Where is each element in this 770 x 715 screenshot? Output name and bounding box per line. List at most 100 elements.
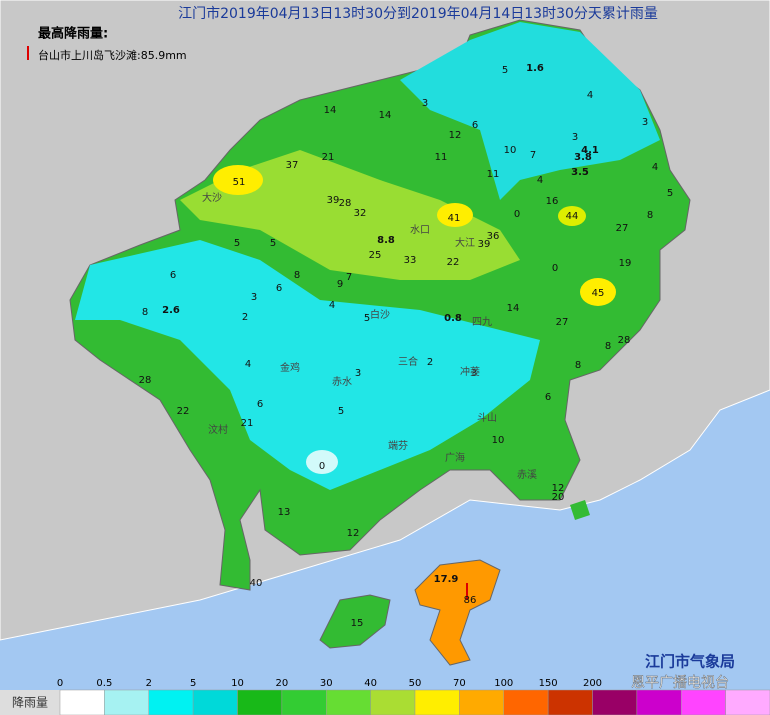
place-name: 汶村 xyxy=(208,423,228,436)
rain-value: 10 xyxy=(504,145,517,156)
rain-value: 14 xyxy=(507,303,520,314)
rain-value: 3.8 xyxy=(574,152,592,163)
rain-value: 0 xyxy=(552,263,558,274)
rain-value: 11 xyxy=(487,169,500,180)
legend-tick: 30 xyxy=(320,678,333,689)
place-name: 大沙 xyxy=(202,191,222,204)
legend-swatch xyxy=(281,689,327,715)
legend-swatch xyxy=(192,689,238,715)
rain-value: 3 xyxy=(572,132,578,143)
legend-swatch xyxy=(326,689,371,715)
rain-value: 33 xyxy=(404,255,417,266)
rain-value: 13 xyxy=(278,507,291,518)
rain-value: 0.8 xyxy=(444,313,462,324)
legend-swatch xyxy=(148,689,194,715)
place-name: 冲蒌 xyxy=(460,365,480,378)
island xyxy=(570,500,590,520)
rain-value: 6 xyxy=(472,120,478,131)
rain-value: 3 xyxy=(355,368,361,379)
rain-value: 8 xyxy=(575,360,581,371)
rain-value: 16 xyxy=(546,196,559,207)
rain-value: 4.1 xyxy=(581,145,599,156)
rain-value: 45 xyxy=(592,288,605,299)
high-rain-area xyxy=(580,278,616,306)
rain-value: 12 xyxy=(552,483,565,494)
rain-value: 4 xyxy=(329,300,335,311)
legend-tick: 5 xyxy=(190,678,196,689)
rain-value: 1.6 xyxy=(526,63,544,74)
legend-swatch xyxy=(681,689,726,715)
rain-value: 3 xyxy=(422,98,428,109)
place-name: 端芬 xyxy=(388,439,408,452)
rain-value: 27 xyxy=(556,317,569,328)
place-name: 赤溪 xyxy=(517,469,537,481)
legend-title-box xyxy=(0,690,60,715)
place-name: 水口 xyxy=(410,224,430,236)
zero-area xyxy=(306,450,338,474)
max-label: 最高降雨量: xyxy=(38,26,108,42)
rain-value: 6 xyxy=(170,270,176,281)
rain-value: 12 xyxy=(347,528,360,539)
place-name: 赤水 xyxy=(332,376,352,388)
rain-value: 2.6 xyxy=(162,305,180,316)
rain-value: 22 xyxy=(177,406,190,417)
legend-tick: 0.5 xyxy=(96,678,112,689)
legend-swatch xyxy=(592,689,638,715)
rain-value: 21 xyxy=(241,418,254,429)
legend-title: 降雨量 xyxy=(12,696,48,710)
island xyxy=(319,594,391,649)
place-name: 大江 xyxy=(455,236,475,249)
rain-value: 39 xyxy=(327,195,340,206)
rain-value: 8 xyxy=(142,307,148,318)
legend-tick: 200 xyxy=(583,678,602,689)
legend-tick: 2 xyxy=(146,678,152,689)
legend-swatch xyxy=(459,689,504,715)
low-rain-area xyxy=(400,22,660,200)
title: 江门市2019年04月13日13时30分到2019年04月14日13时30分天累… xyxy=(178,5,658,22)
rain-value: 44 xyxy=(566,211,579,222)
rain-value: 40 xyxy=(250,578,263,589)
legend-swatch xyxy=(503,689,549,715)
rain-value: 32 xyxy=(354,208,367,219)
legend-swatch xyxy=(104,689,149,715)
rain-value: 4 xyxy=(537,175,543,186)
high-rain-area xyxy=(437,203,473,227)
rain-value: 2 xyxy=(427,357,433,368)
legend-tick: 0 xyxy=(57,678,63,689)
rain-value: 8 xyxy=(647,210,653,221)
legend-swatch xyxy=(59,689,105,715)
rain-value: 27 xyxy=(616,223,629,234)
rain-value: 14 xyxy=(324,105,337,116)
legend-tick: 50 xyxy=(409,678,422,689)
rain-value: 5 xyxy=(502,65,508,76)
rain-value: 8 xyxy=(605,341,611,352)
legend-tick: 40 xyxy=(364,678,377,689)
rain-value: 10 xyxy=(492,435,505,446)
rain-value: 17.9 xyxy=(434,574,459,585)
rain-value: 37 xyxy=(286,160,299,171)
rain-value: 5 xyxy=(667,188,673,199)
legend-swatch xyxy=(370,689,416,715)
mid-rain-area xyxy=(180,150,520,280)
rain-value: 3 xyxy=(642,117,648,128)
rain-value: 14 xyxy=(379,110,392,121)
rain-value: 3 xyxy=(251,292,257,303)
source: 江门市气象局 xyxy=(645,653,735,671)
rain-value: 6 xyxy=(276,283,282,294)
rain-value: 5 xyxy=(234,238,240,249)
rain-value: 22 xyxy=(447,257,460,268)
rain-value: 0 xyxy=(319,461,325,472)
low-rain-area xyxy=(75,240,540,490)
rain-value: 4 xyxy=(587,90,593,101)
rain-value: 39 xyxy=(478,239,491,250)
legend-tick: 150 xyxy=(539,678,558,689)
rain-value: 86 xyxy=(464,595,477,606)
watermark: 恩平广播电视台 xyxy=(631,675,729,691)
rain-value: 25 xyxy=(369,250,382,261)
legend-swatch xyxy=(547,689,593,715)
place-name: 金鸡 xyxy=(280,361,300,374)
place-name: 广海 xyxy=(445,451,465,464)
rain-value: 4 xyxy=(245,359,251,370)
rain-value: 5 xyxy=(270,238,276,249)
